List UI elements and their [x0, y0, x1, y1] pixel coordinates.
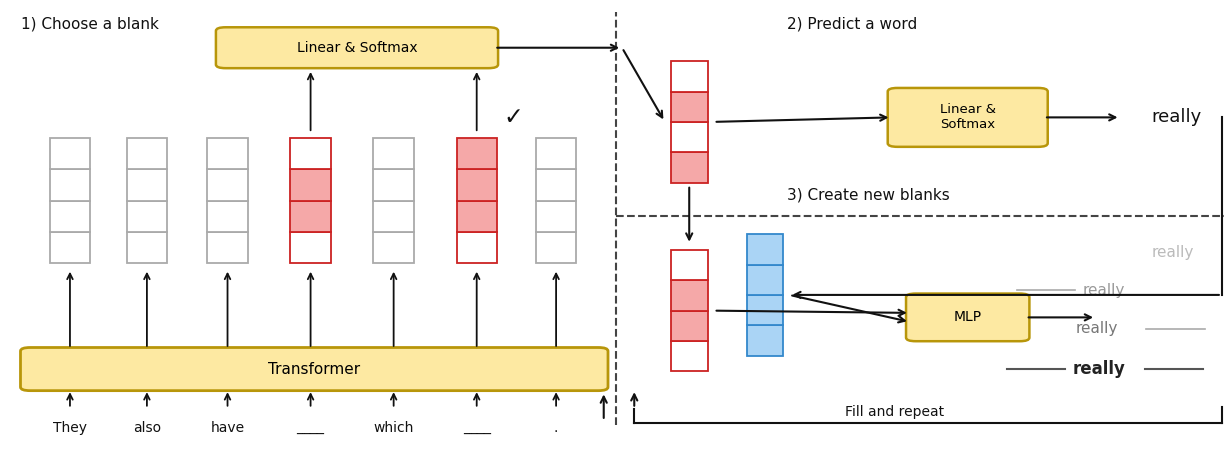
Bar [671, 280, 708, 311]
Bar [747, 295, 783, 325]
Text: Linear &
Softmax: Linear & Softmax [940, 103, 996, 131]
Bar [536, 169, 577, 201]
Text: really: really [1072, 360, 1125, 378]
Text: MLP: MLP [953, 310, 982, 324]
Bar [291, 201, 331, 232]
Bar [291, 169, 331, 201]
Bar [207, 169, 248, 201]
Bar [456, 169, 497, 201]
Text: 1) Choose a blank: 1) Choose a blank [21, 16, 160, 31]
Bar [291, 232, 331, 263]
Text: .: . [553, 420, 558, 435]
FancyBboxPatch shape [21, 348, 609, 391]
Bar [373, 169, 413, 201]
Bar [373, 201, 413, 232]
Bar [671, 341, 708, 371]
Text: ____: ____ [297, 420, 325, 435]
Bar [536, 137, 577, 169]
Bar [456, 137, 497, 169]
Bar [536, 201, 577, 232]
Bar [671, 250, 708, 280]
Bar [747, 264, 783, 295]
Text: also: also [133, 420, 161, 435]
Bar [671, 152, 708, 182]
Bar [207, 137, 248, 169]
Bar [373, 232, 413, 263]
Text: which: which [373, 420, 413, 435]
Text: Fill and repeat: Fill and repeat [845, 404, 944, 419]
Bar [373, 137, 413, 169]
Text: They: They [53, 420, 87, 435]
Bar [50, 137, 90, 169]
Text: ✓: ✓ [503, 105, 524, 129]
Text: really: really [1151, 245, 1194, 260]
Bar [291, 137, 331, 169]
Bar [747, 234, 783, 264]
Bar [50, 169, 90, 201]
Bar [671, 91, 708, 122]
FancyBboxPatch shape [887, 88, 1048, 147]
Text: 3) Create new blanks: 3) Create new blanks [787, 188, 950, 203]
Bar [671, 122, 708, 152]
Bar [50, 232, 90, 263]
Bar [126, 201, 167, 232]
Bar [126, 169, 167, 201]
Bar [50, 201, 90, 232]
Bar [126, 232, 167, 263]
Text: Transformer: Transformer [269, 362, 361, 377]
Bar [747, 325, 783, 356]
Text: ____: ____ [463, 420, 491, 435]
Bar [671, 311, 708, 341]
Text: have: have [211, 420, 244, 435]
Bar [207, 232, 248, 263]
Bar [456, 232, 497, 263]
Bar [207, 201, 248, 232]
Text: 2) Predict a word: 2) Predict a word [787, 16, 918, 31]
FancyBboxPatch shape [216, 27, 498, 68]
Bar [456, 201, 497, 232]
FancyBboxPatch shape [906, 293, 1029, 341]
Text: really: really [1082, 283, 1125, 298]
Text: really: really [1151, 108, 1201, 126]
Bar [536, 232, 577, 263]
Text: Linear & Softmax: Linear & Softmax [297, 40, 417, 55]
Bar [671, 61, 708, 91]
Text: really: really [1075, 321, 1118, 336]
Bar [126, 137, 167, 169]
